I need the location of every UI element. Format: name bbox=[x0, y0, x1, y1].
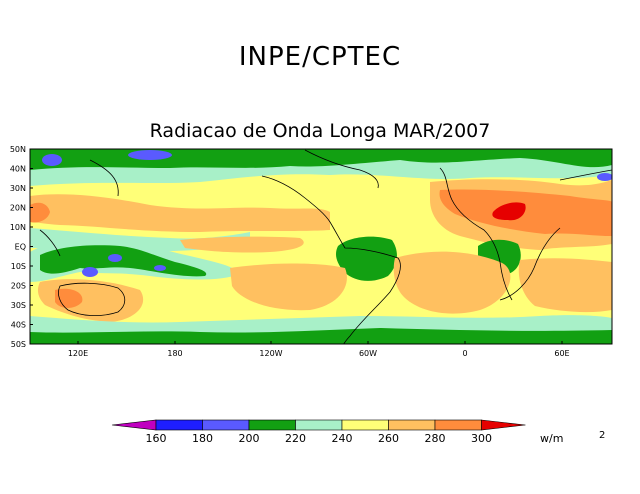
colorbar-segment bbox=[341, 419, 389, 431]
olr-field bbox=[30, 149, 612, 344]
colorbar-label: 280 bbox=[425, 432, 446, 445]
colorbar-segment bbox=[295, 419, 343, 431]
colorbar-segment bbox=[434, 419, 482, 431]
lon-label: 120E bbox=[68, 349, 88, 358]
lat-label: 20N bbox=[10, 204, 26, 213]
colorbar-label: 200 bbox=[239, 432, 260, 445]
colorbar-label: 160 bbox=[146, 432, 167, 445]
colorbar-label: 260 bbox=[378, 432, 399, 445]
map-title: Radiacao de Onda Longa MAR/2007 bbox=[149, 120, 491, 142]
latitude-labels: 50N 40N 30N 20N 10N EQ 10S 20S 30S 40S 50S bbox=[10, 145, 26, 349]
lat-label: 20S bbox=[11, 282, 26, 291]
olr-region-south-220 bbox=[30, 328, 612, 344]
lat-label: 30N bbox=[10, 184, 26, 193]
lat-label: 30S bbox=[11, 301, 26, 310]
lat-label: EQ bbox=[15, 243, 26, 252]
colorbar-segment bbox=[388, 419, 436, 431]
olr-region-orange-satl bbox=[393, 251, 511, 314]
coastlines bbox=[39, 149, 612, 344]
unit-exponent: 2 bbox=[599, 430, 605, 441]
lon-label: 60E bbox=[554, 349, 569, 358]
lat-label: 10N bbox=[10, 223, 26, 232]
olr-region-blue-indo3 bbox=[154, 265, 166, 271]
olr-region-north-220 bbox=[30, 149, 612, 170]
colorbar-segment bbox=[202, 419, 250, 431]
unit-label: w/m bbox=[540, 432, 563, 445]
olr-region-blue-indo1 bbox=[82, 267, 98, 277]
olr-region-darkorange-west bbox=[30, 202, 50, 223]
olr-region-eq-orange-pac bbox=[180, 236, 304, 253]
colorbar-label: 300 bbox=[471, 432, 492, 445]
olr-region-amazon-220 bbox=[336, 236, 397, 281]
colorbar-segment bbox=[155, 419, 203, 431]
colorbar-arrow-high bbox=[481, 419, 526, 431]
colorbar-segment bbox=[248, 419, 296, 431]
olr-region-red-sahara bbox=[492, 202, 526, 221]
colorbar-label: 240 bbox=[332, 432, 353, 445]
colorbar-label: 180 bbox=[192, 432, 213, 445]
lon-label: 60W bbox=[359, 349, 377, 358]
lat-label: 40N bbox=[10, 165, 26, 174]
olr-region-orange-spac bbox=[230, 263, 347, 311]
colorbar-arrow-low bbox=[111, 419, 157, 431]
olr-region-blue-n bbox=[128, 150, 172, 160]
olr-region-blue-ne bbox=[597, 173, 612, 181]
lon-label: 0 bbox=[462, 349, 467, 358]
longitude-labels: 120E 180 120W 60W 0 60E bbox=[68, 349, 570, 358]
colorbar: 160 180 200 220 240 260 280 300 bbox=[111, 419, 526, 445]
lat-label: 50N bbox=[10, 145, 26, 154]
olr-region-blue-nw bbox=[42, 154, 62, 166]
lon-label: 120W bbox=[259, 349, 282, 358]
map-ticks bbox=[30, 148, 563, 345]
lat-label: 40S bbox=[11, 321, 26, 330]
olr-region-orange-sind bbox=[518, 258, 612, 313]
colorbar-label: 220 bbox=[285, 432, 306, 445]
lat-label: 50S bbox=[11, 340, 26, 349]
olr-region-darkorange-sahara bbox=[439, 189, 612, 236]
lon-label: 180 bbox=[167, 349, 182, 358]
olr-region-blue-indo2 bbox=[108, 254, 122, 262]
olr-region-orange-npac bbox=[30, 194, 330, 232]
page-title: INPE/CPTEC bbox=[238, 42, 402, 72]
lat-label: 10S bbox=[11, 262, 26, 271]
